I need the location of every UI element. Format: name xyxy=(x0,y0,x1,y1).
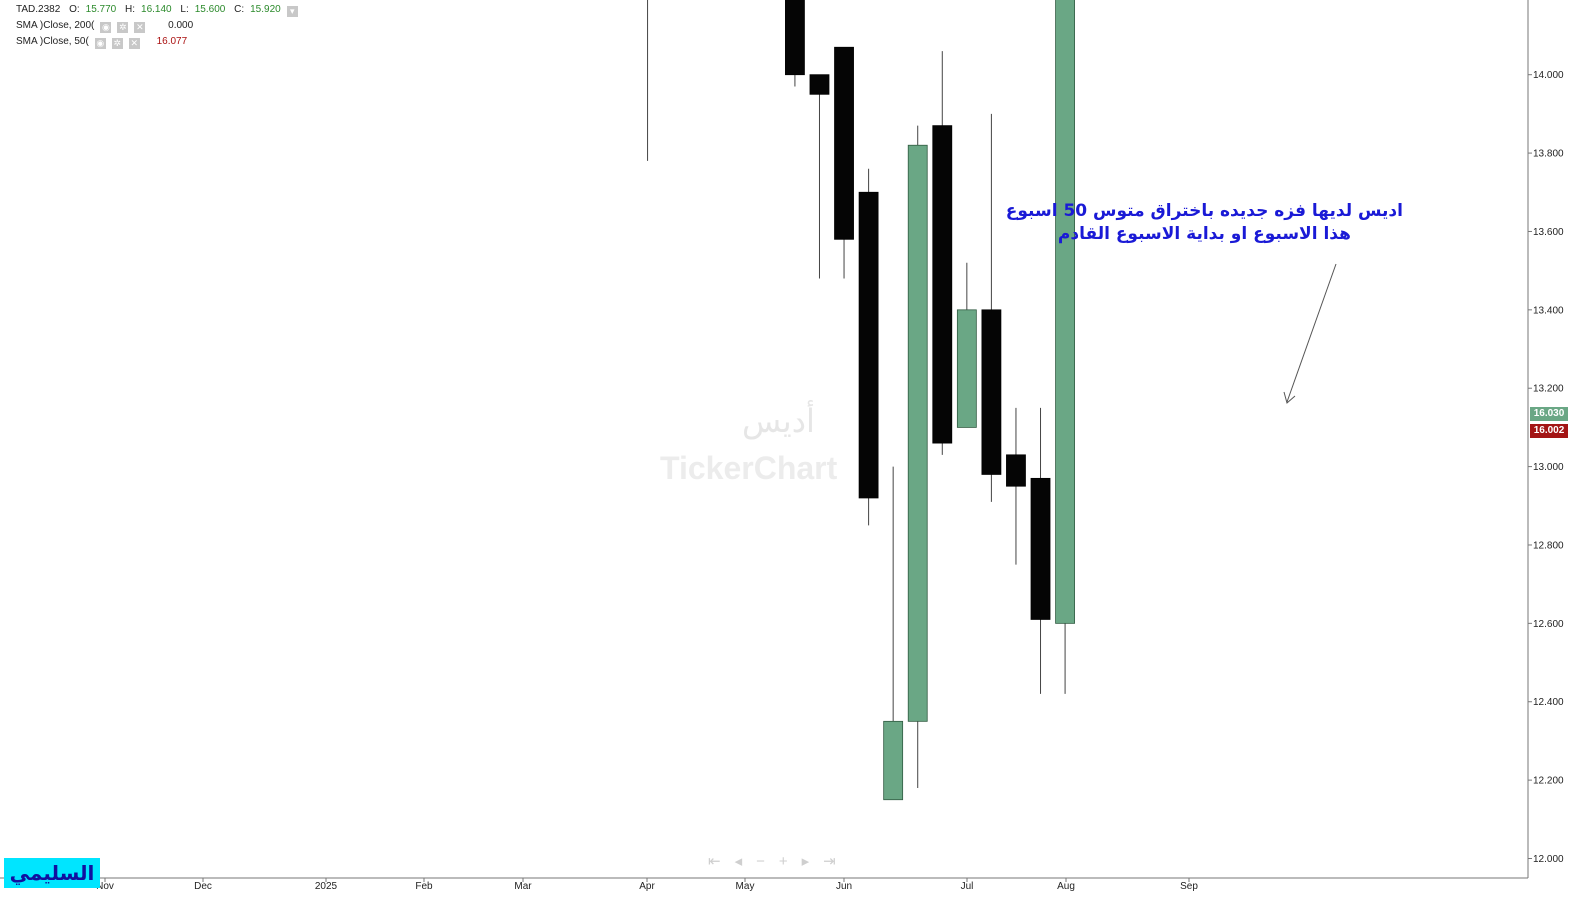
x-tick-label: Mar xyxy=(514,881,532,892)
low-value: 15.600 xyxy=(194,4,226,15)
candle-down xyxy=(809,74,830,279)
x-tick-label: Nov xyxy=(96,881,114,892)
candle-body xyxy=(1055,0,1075,624)
open-label: O: xyxy=(69,4,80,15)
x-tick-label: Dec xyxy=(194,881,212,892)
close-icon[interactable]: ✕ xyxy=(128,38,140,49)
last-price-tag: 16.030 xyxy=(1530,407,1568,421)
candle-body xyxy=(907,144,928,722)
visibility-icon[interactable]: ◉ xyxy=(94,38,106,49)
candle-up xyxy=(883,466,904,801)
ohlc-legend: TAD.2382 O: 15.770 H: 16.140 L: 15.600 C: 15… xyxy=(16,4,304,17)
y-tick-label: 12.800 xyxy=(1533,540,1564,551)
sma200-legend: SMA )Close, 200( ◉ ✲ ✕ 0.000 xyxy=(16,20,199,33)
x-tick-label: Jul xyxy=(961,881,974,892)
candle-down xyxy=(785,0,805,87)
close-value: 15.920 xyxy=(250,4,281,15)
x-tick-label: May xyxy=(736,881,755,892)
visibility-icon[interactable]: ◉ xyxy=(100,22,112,33)
annotation-line-2: هذا الاسبوع او بداية الاسبوع القادم xyxy=(1057,224,1351,244)
candle-body xyxy=(1030,477,1051,620)
y-tick-label: 14.000 xyxy=(1533,70,1564,81)
close-icon[interactable]: ✕ xyxy=(134,22,146,33)
high-value: 16.140 xyxy=(141,4,172,15)
close-label: C: xyxy=(234,4,245,15)
sma50-value: 16.077 xyxy=(156,36,188,47)
candle-up xyxy=(907,125,928,788)
sma200-value: 0.000 xyxy=(168,20,194,31)
high-label: H: xyxy=(125,4,136,15)
sma200-label: SMA )Close, 200( xyxy=(16,20,95,31)
candle-body xyxy=(1006,454,1026,487)
candles xyxy=(647,0,1075,801)
y-tick-label: 13.600 xyxy=(1533,227,1564,238)
y-tick-label: 13.400 xyxy=(1533,305,1564,316)
sma-price-tag: 16.002 xyxy=(1530,424,1568,438)
analysis-annotation: اديس لديها فزه جديده باختراق متوس 50 اسب… xyxy=(1006,200,1403,246)
y-tick-label: 13.000 xyxy=(1533,462,1564,473)
watermark-tickerchart: TickerChart xyxy=(660,450,838,486)
low-label: L: xyxy=(180,4,189,15)
candle-down xyxy=(1030,407,1051,694)
y-tick-label: 13.800 xyxy=(1533,149,1564,160)
candle-down xyxy=(1006,407,1026,565)
candle-body xyxy=(785,0,805,76)
candle-body xyxy=(809,74,830,95)
gear-icon[interactable]: ✲ xyxy=(117,22,129,33)
y-tick-label: 12.000 xyxy=(1533,854,1564,865)
zoom-in-icon[interactable]: + xyxy=(778,853,802,870)
axes: 12.000 12.200 12.400 12.600 12.800 13.000 13.2… xyxy=(0,0,1564,892)
candle-body xyxy=(834,46,854,240)
author-badge: السليمي xyxy=(4,858,100,888)
scroll-end-icon[interactable]: ⇥ xyxy=(823,853,850,870)
candle-body xyxy=(883,720,904,801)
candle-up xyxy=(956,262,977,428)
x-tick-label: Aug xyxy=(1057,881,1075,892)
candle-body xyxy=(858,191,879,499)
x-tick-label: Jun xyxy=(836,881,852,892)
symbol-label: TAD.2382 xyxy=(16,4,61,15)
y-tick-label: 14.200 xyxy=(1533,0,1564,3)
annotation-arrow xyxy=(1283,263,1337,404)
candle-body xyxy=(956,309,977,428)
arrow-head xyxy=(1283,391,1296,404)
candle-down xyxy=(858,168,879,526)
zoom-out-icon[interactable]: − xyxy=(756,853,779,870)
y-tick-label: 12.400 xyxy=(1533,697,1564,708)
y-tick-label: 13.200 xyxy=(1533,384,1564,395)
x-tick-label: Feb xyxy=(415,881,433,892)
candle-down xyxy=(834,46,854,279)
gear-icon[interactable]: ✲ xyxy=(111,38,123,49)
scroll-start-icon[interactable]: ⇤ xyxy=(708,853,735,870)
open-value: 15.770 xyxy=(85,4,117,15)
sma50-legend: SMA )Close, 50( ◉ ✲ ✕ 16.077 xyxy=(16,36,193,49)
watermark-arabic: أديس xyxy=(742,402,815,440)
ohlc-settings-icon[interactable]: ▾ xyxy=(286,6,298,17)
candle-up xyxy=(647,0,649,161)
chart-navigation: ⇤◂−+▸⇥ xyxy=(708,852,850,870)
annotation-line-1: اديس لديها فزه جديده باختراق متوس 50 اسب… xyxy=(1005,201,1403,221)
scroll-right-icon[interactable]: ▸ xyxy=(801,853,824,870)
candle-up xyxy=(1055,0,1075,694)
scroll-left-icon[interactable]: ◂ xyxy=(734,853,757,870)
y-tick-label: 12.200 xyxy=(1533,776,1564,787)
candle-body xyxy=(981,309,1002,475)
sma50-label: SMA )Close, 50( xyxy=(16,36,89,47)
x-tick-label: Apr xyxy=(639,881,655,892)
candle-body xyxy=(932,125,953,444)
arrow-line xyxy=(1286,263,1337,403)
candle-down xyxy=(932,51,953,455)
y-tick-label: 12.600 xyxy=(1533,619,1564,630)
x-tick-label: Sep xyxy=(1180,881,1198,892)
x-tick-label: 2025 xyxy=(315,881,338,892)
candle-down xyxy=(981,113,1002,502)
